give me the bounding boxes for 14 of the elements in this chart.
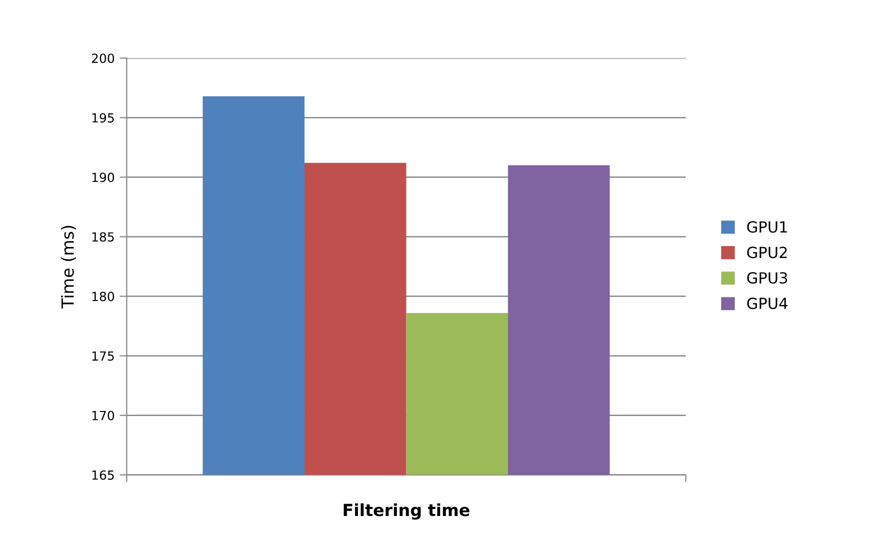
y-tick-label: 175 <box>92 351 114 361</box>
legend-label: GPU2 <box>747 246 787 258</box>
legend-label: GPU1 <box>747 221 787 233</box>
legend-label: GPU4 <box>747 298 788 310</box>
y-tick-label: 185 <box>92 232 114 242</box>
y-axis-title: Time (ms) <box>61 226 76 309</box>
y-tick-label: 165 <box>92 470 114 480</box>
y-tick-label: 200 <box>92 54 114 64</box>
legend-label: GPU3 <box>747 272 788 284</box>
x-axis-title: Filtering time <box>344 503 470 520</box>
y-tick-label: 190 <box>92 172 114 182</box>
y-tick-label: 180 <box>92 292 114 302</box>
y-tick-label: 170 <box>92 410 114 420</box>
y-tick-label: 195 <box>92 113 114 123</box>
